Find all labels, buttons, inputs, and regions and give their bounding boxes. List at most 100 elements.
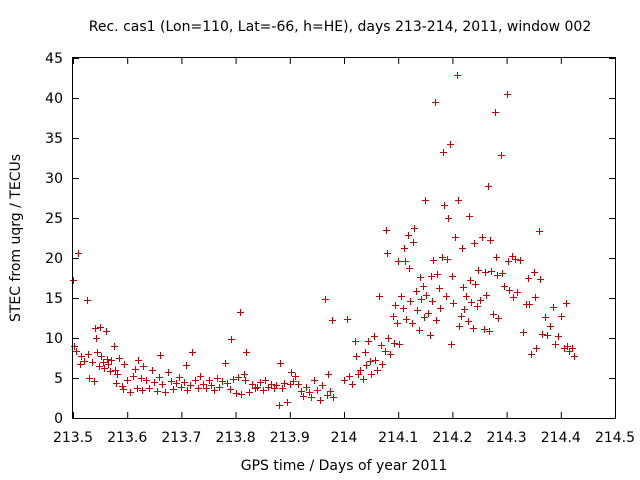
data-point (242, 377, 249, 384)
data-point (176, 374, 183, 381)
data-point (526, 301, 533, 308)
data-point (450, 300, 457, 307)
data-point (455, 197, 462, 204)
y-axis: 0 5 10 15 20 25 30 35 40 45 (45, 51, 615, 427)
data-point (329, 317, 336, 324)
x-tick-label: 214.4 (541, 430, 581, 446)
data-point (452, 234, 459, 241)
data-point (427, 332, 434, 339)
data-point (233, 390, 240, 397)
y-axis-label: STEC from uqrg / TECUs (8, 154, 24, 322)
data-point (387, 351, 394, 358)
y-tick-label: 25 (45, 211, 63, 227)
data-point (308, 394, 315, 401)
data-point (487, 237, 494, 244)
data-point (421, 314, 428, 321)
data-point (379, 361, 386, 368)
data-point (425, 310, 432, 317)
data-point (504, 91, 511, 98)
data-point (127, 389, 134, 396)
data-point (134, 385, 141, 392)
data-point (81, 358, 88, 365)
data-point (547, 323, 554, 330)
x-axis: 213.5 213.6 213.7 213.8 213.9 214 214.1 214.2 21… (53, 58, 635, 446)
data-point (520, 329, 527, 336)
data-point (265, 384, 272, 391)
data-point (292, 373, 299, 380)
data-point (288, 369, 295, 376)
x-tick-label: 214 (331, 430, 358, 446)
data-point (429, 298, 436, 305)
data-point (447, 141, 454, 148)
data-point (168, 378, 175, 385)
data-point (140, 363, 147, 370)
data-point (300, 393, 307, 400)
data-point (467, 277, 474, 284)
plot-frame (72, 57, 616, 419)
data-point (372, 357, 379, 364)
data-point (157, 352, 164, 359)
data-point (187, 382, 194, 389)
data-point (94, 349, 101, 356)
data-point (444, 256, 451, 263)
data-point (281, 380, 288, 387)
data-point (474, 303, 481, 310)
data-point (510, 294, 517, 301)
data-point (156, 374, 163, 381)
data-point (493, 254, 500, 261)
x-tick-label: 213.6 (107, 430, 147, 446)
data-point (344, 316, 351, 323)
data-point (440, 149, 447, 156)
data-point (528, 351, 535, 358)
data-point (492, 109, 499, 116)
data-point (517, 257, 524, 264)
data-point (433, 317, 440, 324)
data-point (121, 361, 128, 368)
data-point (277, 360, 284, 367)
data-point (146, 385, 153, 392)
data-point (539, 331, 546, 338)
data-point (461, 306, 468, 313)
data-point (237, 309, 244, 316)
data-point (481, 326, 488, 333)
data-point (227, 386, 234, 393)
data-point (290, 378, 297, 385)
y-tick-label: 15 (45, 291, 63, 307)
data-point (417, 274, 424, 281)
data-point (98, 353, 105, 360)
data-point (494, 272, 501, 279)
data-point (197, 373, 204, 380)
data-point (391, 340, 398, 347)
data-point (200, 381, 207, 388)
data-point (222, 360, 229, 367)
x-axis-label: GPS time / Days of year 2011 (241, 458, 448, 474)
data-point (367, 358, 374, 365)
data-point (279, 385, 286, 392)
data-point (485, 183, 492, 190)
data-point (114, 371, 121, 378)
data-point (411, 225, 418, 232)
data-point (418, 296, 425, 303)
data-point (268, 381, 275, 388)
data-point (324, 392, 331, 399)
data-point (456, 323, 463, 330)
data-points (70, 72, 578, 409)
data-point (311, 377, 318, 384)
data-point (362, 349, 369, 356)
data-point (466, 213, 473, 220)
data-point (385, 335, 392, 342)
data-point (449, 273, 456, 280)
data-point (569, 345, 576, 352)
data-point (246, 389, 253, 396)
data-point (73, 348, 80, 355)
data-point (441, 202, 448, 209)
data-point (544, 332, 551, 339)
data-point (531, 269, 538, 276)
data-point (195, 385, 202, 392)
data-point (303, 384, 310, 391)
data-point (490, 311, 497, 318)
data-point (371, 333, 378, 340)
data-point (390, 313, 397, 320)
data-point (181, 379, 188, 386)
